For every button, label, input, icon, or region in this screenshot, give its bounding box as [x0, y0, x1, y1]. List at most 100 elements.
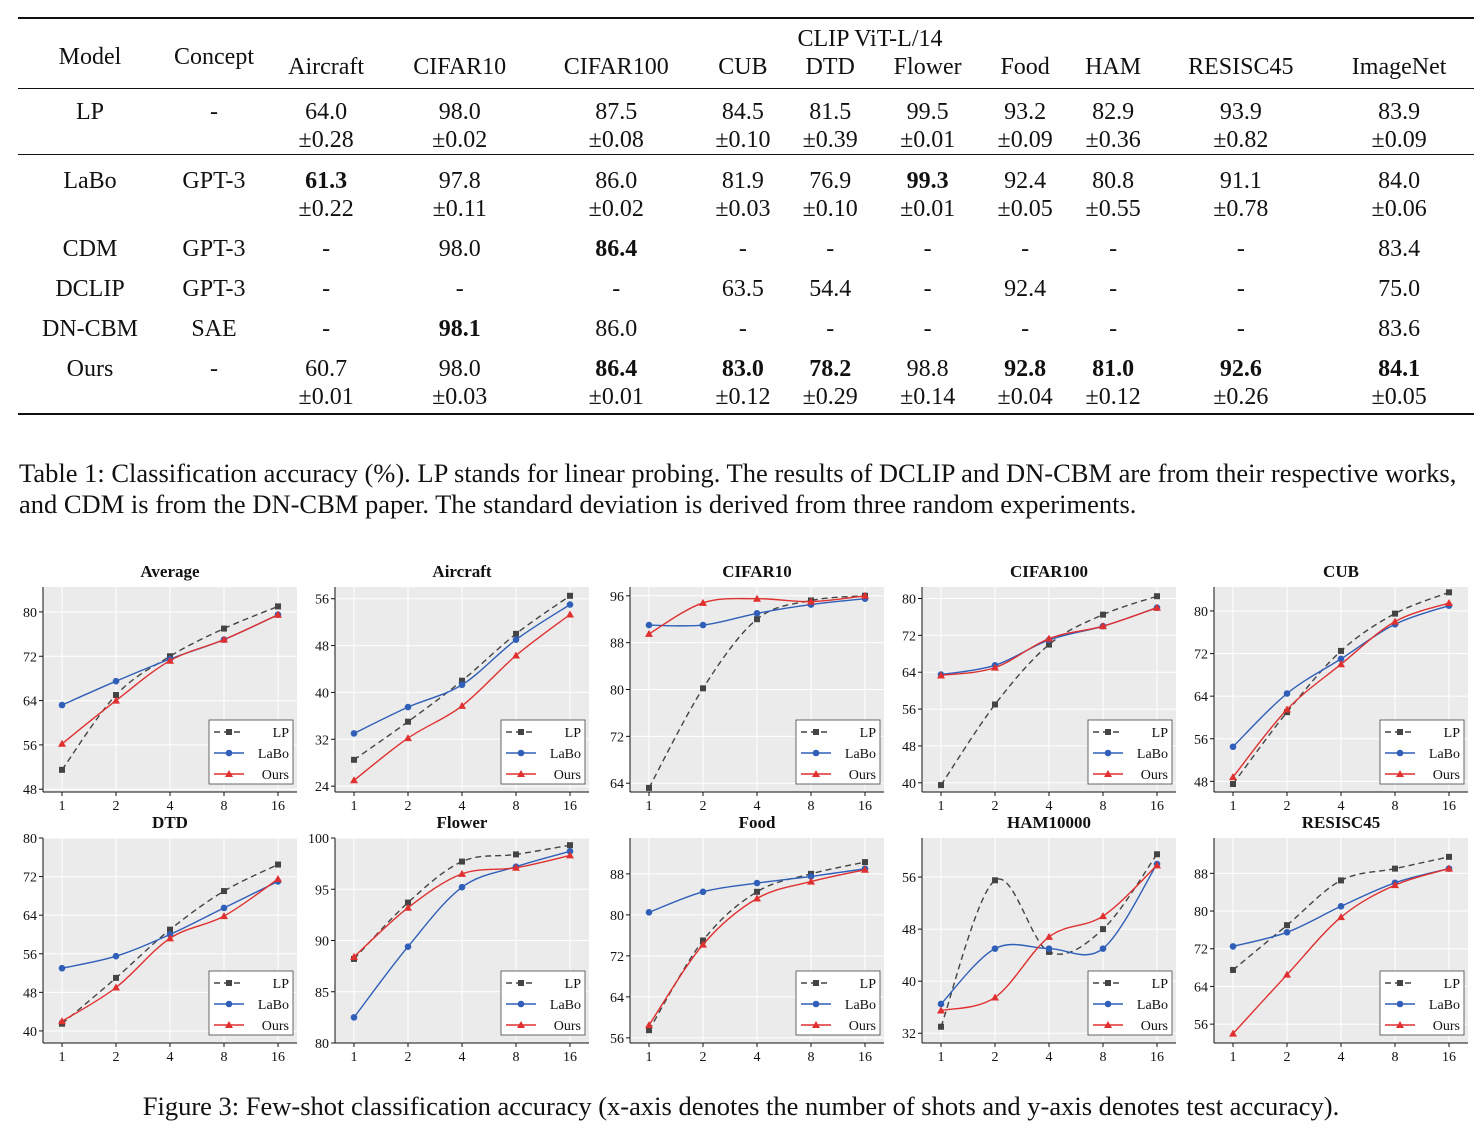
- data-point-ours: [645, 1021, 653, 1029]
- cell-value: -: [266, 303, 386, 343]
- tick-label-x: 2: [405, 799, 412, 814]
- tick-label-y: 85: [315, 986, 329, 1001]
- data-point-lp: [275, 861, 281, 868]
- legend-label-labo: LaBo: [550, 747, 581, 762]
- data-point-labo: [1283, 690, 1291, 697]
- tick-label-x: 4: [459, 1050, 466, 1065]
- header-dataset: CIFAR100: [563, 54, 669, 80]
- cell-std: ±0.36: [1085, 127, 1141, 153]
- cell-std: ±0.39: [802, 127, 858, 153]
- cell-mean: -: [923, 276, 932, 302]
- table-row: DN-CBM SAE - 98.1 86.0 - - - - - - 83.6: [18, 303, 1474, 343]
- cell-std: ±0.01: [588, 384, 644, 410]
- tick-label-x: 2: [700, 799, 707, 814]
- data-point-labo: [220, 904, 228, 912]
- legend-label-lp: LP: [1444, 726, 1461, 741]
- cell-std: ±0.06: [1371, 196, 1427, 222]
- tick-label-x: 4: [1046, 1050, 1053, 1065]
- cell-value: 98.8 ±0.14: [874, 343, 982, 414]
- legend: LP LaBo Ours: [1379, 719, 1465, 785]
- tick-label-x: 4: [167, 1050, 174, 1065]
- cell-model: LP: [75, 99, 104, 125]
- tick-label-x: 1: [1230, 1050, 1237, 1065]
- cell-std: ±0.14: [900, 384, 956, 410]
- data-point-labo: [566, 601, 574, 608]
- header-dataset: Flower: [893, 54, 962, 80]
- legend-label-ours: Ours: [1433, 768, 1460, 783]
- cell-mean: 82.9: [1092, 99, 1135, 125]
- data-point-lp: [1338, 647, 1344, 654]
- cell-value: -: [874, 223, 982, 263]
- cell-value: 60.7 ±0.01: [266, 343, 386, 414]
- tick-label-y: 48: [23, 783, 37, 798]
- cell-mean: 76.9: [809, 168, 852, 194]
- cell-value: -: [699, 303, 786, 343]
- data-point-ours: [112, 696, 120, 704]
- data-point-ours: [166, 656, 174, 664]
- data-point-lp: [513, 630, 519, 637]
- data-point-labo: [566, 848, 574, 855]
- cell-mean: 64.0: [305, 99, 348, 125]
- legend-label-ours: Ours: [554, 768, 581, 783]
- data-point-ours: [220, 635, 228, 643]
- data-point-ours: [861, 591, 869, 599]
- data-point-lp: [754, 888, 760, 895]
- tick-label-y: 80: [23, 832, 37, 847]
- tick-label-x: 16: [271, 799, 285, 814]
- data-point-labo: [699, 888, 707, 896]
- tick-label-x: 16: [1150, 799, 1164, 814]
- cell-mean: 84.5: [721, 99, 764, 125]
- cell-mean: 98.0: [438, 99, 481, 125]
- cell-model: LaBo: [63, 168, 117, 194]
- tick-label-x: 16: [858, 1050, 872, 1065]
- cell-mean: 75.0: [1378, 276, 1421, 302]
- data-point-ours: [512, 863, 520, 871]
- cell-value: 91.1 ±0.78: [1157, 155, 1324, 224]
- data-point-labo: [645, 909, 653, 916]
- tick-label-y: 80: [1194, 905, 1208, 920]
- data-point-ours: [807, 877, 815, 885]
- cell-value: 80.8 ±0.55: [1069, 155, 1158, 224]
- cell-value: 78.2 ±0.29: [787, 343, 874, 414]
- data-point-ours: [1391, 881, 1399, 889]
- data-point-ours: [220, 912, 228, 920]
- data-point-ours: [1445, 864, 1453, 872]
- tick-label-x: 2: [113, 799, 120, 814]
- tick-label-x: 1: [59, 799, 66, 814]
- data-point-lp: [405, 899, 411, 906]
- tick-label-y: 32: [902, 1027, 916, 1042]
- tick-label-x: 8: [513, 799, 520, 814]
- data-point-ours: [1283, 705, 1291, 713]
- tick-label-x: 8: [513, 1050, 520, 1065]
- cell-mean: 83.6: [1378, 316, 1421, 342]
- cell-value: -: [1069, 263, 1158, 303]
- cell-mean: -: [738, 316, 747, 342]
- tick-label-y: 72: [23, 871, 37, 886]
- data-point-labo: [112, 677, 120, 685]
- cell-value: 64.0 ±0.28: [266, 89, 386, 155]
- cell-mean: 98.1: [438, 316, 481, 342]
- data-point-lp: [938, 782, 944, 789]
- data-point-lp: [1446, 853, 1452, 860]
- legend-label-ours: Ours: [262, 1019, 289, 1034]
- legend: LP LaBo Ours: [795, 970, 881, 1036]
- tick-label-x: 4: [167, 799, 174, 814]
- cell-concept: -: [210, 356, 218, 382]
- data-point-ours: [1391, 617, 1399, 625]
- tick-label-y: 40: [315, 686, 329, 701]
- tick-label-x: 2: [992, 1050, 999, 1065]
- legend-label-labo: LaBo: [1429, 747, 1460, 762]
- data-point-lp: [1446, 589, 1452, 596]
- series-line-lp: [648, 861, 866, 1031]
- cell-mean: 84.0: [1378, 168, 1421, 194]
- legend-label-lp: LP: [860, 977, 877, 992]
- cell-value: -: [266, 263, 386, 303]
- results-table: Model Concept CLIP ViT-L/14 Aircraft CIFA…: [18, 17, 1474, 415]
- data-point-ours: [1045, 634, 1053, 642]
- cell-mean: 92.6: [1219, 356, 1262, 382]
- data-point-lp: [1100, 926, 1106, 933]
- tick-label-x: 8: [221, 799, 228, 814]
